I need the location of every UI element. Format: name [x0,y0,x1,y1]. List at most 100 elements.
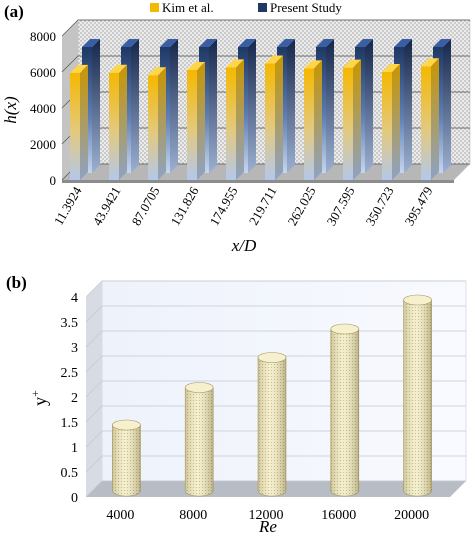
y-axis-label-b: y+ [28,390,50,406]
x-tick-label-b: 20000 [394,508,429,523]
bar-top [277,39,295,47]
floor-edge-a [62,180,454,183]
bar-face [265,63,275,180]
bar-side [431,58,439,180]
bar-kim [382,64,400,180]
cylinder-top [112,419,141,431]
bar-side [248,39,256,173]
bar-side [314,60,322,180]
y-tick-label-a: 0 [50,173,57,188]
x-tick-label-a: 87.0705 [128,184,162,228]
x-tick-label-a: 307.595 [323,184,357,228]
x-tick-label-a: 11.3924 [51,184,85,228]
bar-kim [265,55,283,180]
bar-top [421,58,439,67]
legend-label-kim: Kim et al. [162,0,214,15]
bar-kim [109,64,127,180]
bar-face [226,67,236,180]
bar-side [287,39,295,173]
bar-top [160,39,178,47]
x-axis-label-b: Re [258,517,277,536]
bar-top [265,55,283,64]
cylinder-top [257,352,287,363]
x-tick-label-a: 43.9421 [89,184,123,228]
x-tick-label-b: 16000 [321,508,356,523]
bar-b [184,382,214,497]
x-tick-label-b: 8000 [179,508,207,523]
x-tick-labels-a: 11.3924 43.9421 87.0705 131.826 174.955 219.7… [51,184,436,229]
bar-top [238,39,256,47]
bar-kim [343,59,361,180]
bar-b [330,323,360,497]
x-tick-label-a: 350.723 [362,184,396,228]
y-tick-label-b: 0.5 [61,466,79,481]
panel-label-b: (b) [6,273,27,292]
bar-kim [421,58,439,180]
gridline-a [61,55,470,73]
gridline-b [85,305,466,323]
bar-face [382,72,392,180]
chart-panel-b: (b) 0 0.5 1 1.5 2 2.5 3 3.5 4 4000 8000 12000 16000… [6,273,467,536]
legend-swatch-kim [150,3,159,12]
bars-a [70,39,451,180]
bar-kim [304,60,322,180]
bar-side [365,39,373,173]
y-tick-label-b: 4 [71,291,78,306]
bar-kim [187,62,205,180]
bar-side [80,64,88,180]
y-tick-label-b: 1.5 [61,416,79,431]
bar-kim [70,64,88,180]
y-tick-label-a: 2000 [30,137,56,152]
cylinder-top [403,294,432,306]
y-tick-label-b: 1 [71,441,78,456]
bar-face [187,70,197,180]
cylinder-top [330,323,360,335]
bar-side [236,59,244,180]
y-tick-label-b: 2 [71,391,78,406]
x-tick-label-b: 4000 [106,508,134,523]
bar-side [326,39,334,173]
x-tick-label-a: 395.479 [401,184,435,228]
bar-top [226,59,244,68]
bar-face [70,72,80,180]
bar-top [148,67,166,76]
bar-top [82,39,100,47]
bar-face [343,67,353,180]
cylinder-shade [258,357,286,496]
x-tick-labels-b: 4000 8000 12000 16000 20000 [106,508,429,523]
bar-side [275,55,283,180]
y-tick-label-b: 3.5 [61,316,79,331]
panel-label-a: (a) [4,2,24,21]
bar-side [353,59,361,180]
bar-b [112,419,141,497]
bar-top [121,39,139,47]
bar-kim [226,59,244,180]
cylinder-shade [403,300,432,497]
x-tick-label-a: 131.826 [167,184,201,229]
bar-top [382,64,400,72]
x-axis-label-a: x/D [231,236,257,255]
bar-top [433,39,451,47]
legend-a: Kim et al. Present Study [150,0,342,15]
y-tick-labels-a: 0 2000 4000 6000 8000 [30,29,56,188]
y-tick-label-a: 6000 [30,65,56,80]
chart-panel-a: (a) 0 2000 4000 6000 8000 11.3924 43.9421 87.0… [1,0,471,255]
y-tick-labels-b: 0 0.5 1 1.5 2 2.5 3 3.5 4 [61,291,79,506]
y-tick-label-b: 0 [71,491,78,506]
bar-side [170,39,178,173]
bar-top [355,39,373,47]
legend-label-present: Present Study [270,0,342,15]
bar-top [343,59,361,68]
cylinder-shade [330,329,359,497]
x-tick-label-a: 174.955 [206,184,240,228]
bar-kim [148,67,166,180]
bar-face [109,72,119,180]
bar-b [403,294,432,497]
y-tick-label-a: 8000 [30,29,56,44]
bar-side [92,39,100,173]
cylinder-top [184,382,214,393]
bar-side [158,67,166,180]
legend-swatch-present [258,3,267,12]
bar-top [304,60,322,69]
